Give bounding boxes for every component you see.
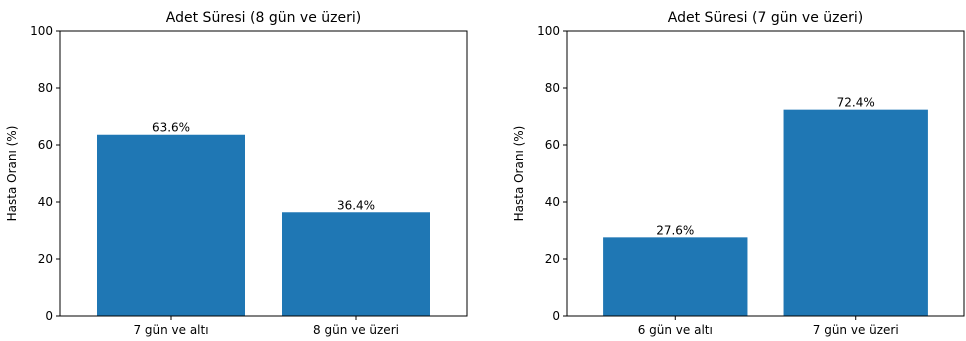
data-label: 27.6% [656,223,694,237]
data-label: 72.4% [837,96,875,110]
y-tick-label: 20 [545,252,560,266]
data-label: 36.4% [337,198,375,212]
bar [282,212,430,316]
bar [783,109,928,316]
y-tick-label: 100 [30,24,53,38]
data-label: 63.6% [152,121,190,135]
x-tick-label: 7 gün ve üzeri [813,323,899,337]
bar [603,237,748,316]
x-tick-label: 7 gün ve altı [133,323,208,337]
y-tick-label: 20 [38,252,53,266]
x-tick-label: 6 gün ve altı [638,323,713,337]
y-axis-label: Hasta Oranı (%) [5,126,19,222]
y-tick-label: 60 [545,138,560,152]
chart-panel-2: 27.6% 6 gün ve altı 72.4% 7 gün ve üzeri 0 20… [512,10,965,337]
y-tick-label: 80 [545,81,560,95]
y-tick-label: 40 [545,195,560,209]
y-tick-label: 100 [537,24,560,38]
bar [97,134,245,316]
chart-panel-1: 63.6% 7 gün ve altı 36.4% 8 gün ve üzeri 0 20… [5,10,468,337]
y-tick-label: 80 [38,81,53,95]
axes-frame [59,30,468,317]
y-axis-label: Hasta Oranı (%) [512,126,526,222]
y-tick-label: 0 [552,309,560,323]
chart-title: Adet Süresi (7 gün ve üzeri) [668,10,863,26]
x-tick-label: 8 gün ve üzeri [313,323,399,337]
y-tick-label: 40 [38,195,53,209]
chart-title: Adet Süresi (8 gün ve üzeri) [166,10,361,26]
y-tick-label: 60 [38,138,53,152]
y-tick-label: 0 [45,309,53,323]
axes-frame [566,30,965,317]
